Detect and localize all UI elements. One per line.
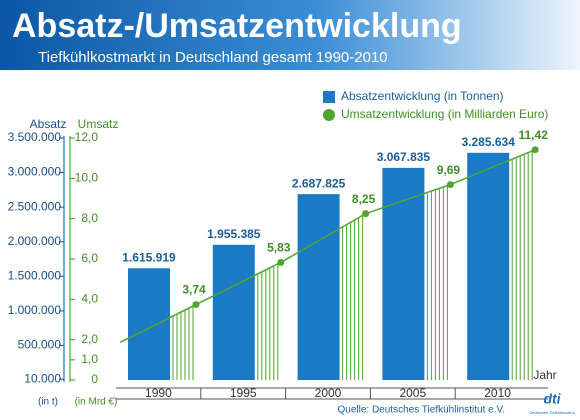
legend-label: Umsatzentwicklung (in Milliarden Euro) xyxy=(341,107,548,121)
y2-unit: (in Mrd €) xyxy=(75,397,118,408)
line-value-label: 11,42 xyxy=(519,128,549,142)
line-lead xyxy=(119,303,197,344)
y-tick-label: 2.000.000 xyxy=(8,234,62,248)
bar-value-label: 3.285.634 xyxy=(462,135,516,149)
y2-tick-label: 2,0 xyxy=(81,332,98,346)
y-tick-label: 10.000 xyxy=(24,371,61,385)
bar xyxy=(467,152,510,380)
x-tick-label: 1990 xyxy=(145,386,172,400)
line-marker xyxy=(362,210,370,218)
bar xyxy=(212,244,255,380)
chart-subtitle: Tiefkühlkostmarkt in Deutschland gesamt … xyxy=(38,49,388,66)
y-title: Absatz xyxy=(30,117,67,131)
x-title: Jahr xyxy=(533,368,556,382)
y-tick-label: 1.000.000 xyxy=(8,303,62,317)
y2-tick-label: 6,0 xyxy=(81,251,98,265)
y-tick-label: 3.500.000 xyxy=(8,130,62,144)
y-tick-label: 1.500.000 xyxy=(8,268,62,282)
bar-value-label: 1.615.919 xyxy=(122,250,176,264)
x-tick-label: 1995 xyxy=(230,386,257,400)
line-value-label: 5,83 xyxy=(267,241,291,255)
chart-title: Absatz-/Umsatzentwicklung xyxy=(12,7,462,45)
logo-text: Deutsches Tiefkühlinstitut xyxy=(529,410,575,415)
line-marker xyxy=(531,146,539,154)
line-value-label: 3,74 xyxy=(182,283,206,297)
line-value-label: 9,69 xyxy=(437,163,461,177)
bar-value-label: 3.067.835 xyxy=(377,150,431,164)
x-tick-label: 2000 xyxy=(315,386,342,400)
line-marker xyxy=(446,181,454,189)
y2-tick-label: 0 xyxy=(91,372,98,386)
legend-swatch xyxy=(323,109,335,121)
bar xyxy=(297,194,340,380)
y2-tick-label: 8,0 xyxy=(81,211,98,225)
bar-value-label: 2.687.825 xyxy=(292,176,346,190)
y-tick-label: 3.000.000 xyxy=(8,165,62,179)
y-unit: (in t) xyxy=(38,397,58,408)
y-tick-label: 2.500.000 xyxy=(8,199,62,213)
x-tick-label: 2010 xyxy=(484,386,511,400)
line-value-label: 8,25 xyxy=(352,192,376,206)
y-tick-label: 500.000 xyxy=(18,338,62,352)
legend-swatch xyxy=(323,91,335,103)
bar-value-label: 1.955.385 xyxy=(207,227,261,241)
bar xyxy=(128,268,170,380)
legend-label: Absatzentwicklung (in Tonnen) xyxy=(341,89,504,103)
y2-tick-label: 10,0 xyxy=(75,171,99,185)
header-band xyxy=(0,0,580,70)
x-tick-label: 2005 xyxy=(399,386,426,400)
logo: dti xyxy=(543,391,561,407)
y2-tick-label: 12,0 xyxy=(75,130,99,144)
line-marker xyxy=(277,258,285,266)
source: Quelle: Deutsches Tiefkühlinstitut e.V. xyxy=(338,405,506,416)
y2-tick-label: 4,0 xyxy=(81,292,98,306)
line-marker xyxy=(192,301,200,309)
y2-tick-label: 1,0 xyxy=(81,352,98,366)
bar xyxy=(382,167,425,380)
y2-title: Umsatz xyxy=(78,117,119,131)
